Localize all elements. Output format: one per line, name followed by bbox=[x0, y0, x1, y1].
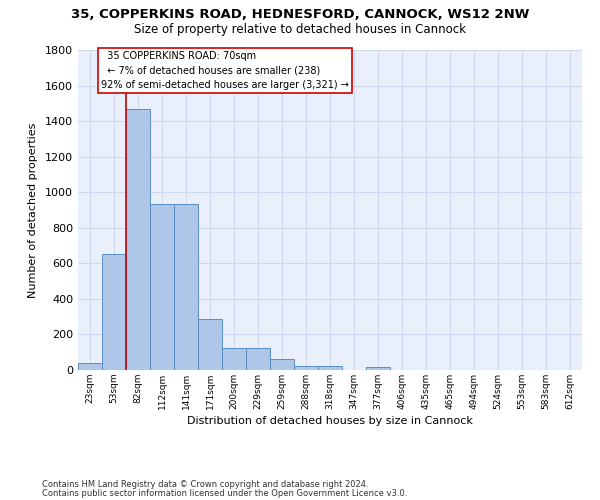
Text: 35, COPPERKINS ROAD, HEDNESFORD, CANNOCK, WS12 2NW: 35, COPPERKINS ROAD, HEDNESFORD, CANNOCK… bbox=[71, 8, 529, 20]
Bar bbox=[270, 360, 294, 370]
X-axis label: Distribution of detached houses by size in Cannock: Distribution of detached houses by size … bbox=[187, 416, 473, 426]
Text: Contains public sector information licensed under the Open Government Licence v3: Contains public sector information licen… bbox=[42, 488, 407, 498]
Bar bbox=[318, 366, 342, 370]
Text: Size of property relative to detached houses in Cannock: Size of property relative to detached ho… bbox=[134, 22, 466, 36]
Bar bbox=[174, 204, 198, 370]
Bar bbox=[222, 348, 246, 370]
Y-axis label: Number of detached properties: Number of detached properties bbox=[28, 122, 38, 298]
Text: 35 COPPERKINS ROAD: 70sqm
  ← 7% of detached houses are smaller (238)
92% of sem: 35 COPPERKINS ROAD: 70sqm ← 7% of detach… bbox=[101, 51, 349, 90]
Bar bbox=[126, 108, 150, 370]
Text: Contains HM Land Registry data © Crown copyright and database right 2024.: Contains HM Land Registry data © Crown c… bbox=[42, 480, 368, 489]
Bar bbox=[78, 363, 102, 370]
Bar bbox=[150, 204, 174, 370]
Bar bbox=[246, 348, 270, 370]
Bar bbox=[102, 254, 126, 370]
Bar bbox=[198, 320, 222, 370]
Bar bbox=[294, 366, 318, 370]
Bar bbox=[366, 368, 390, 370]
